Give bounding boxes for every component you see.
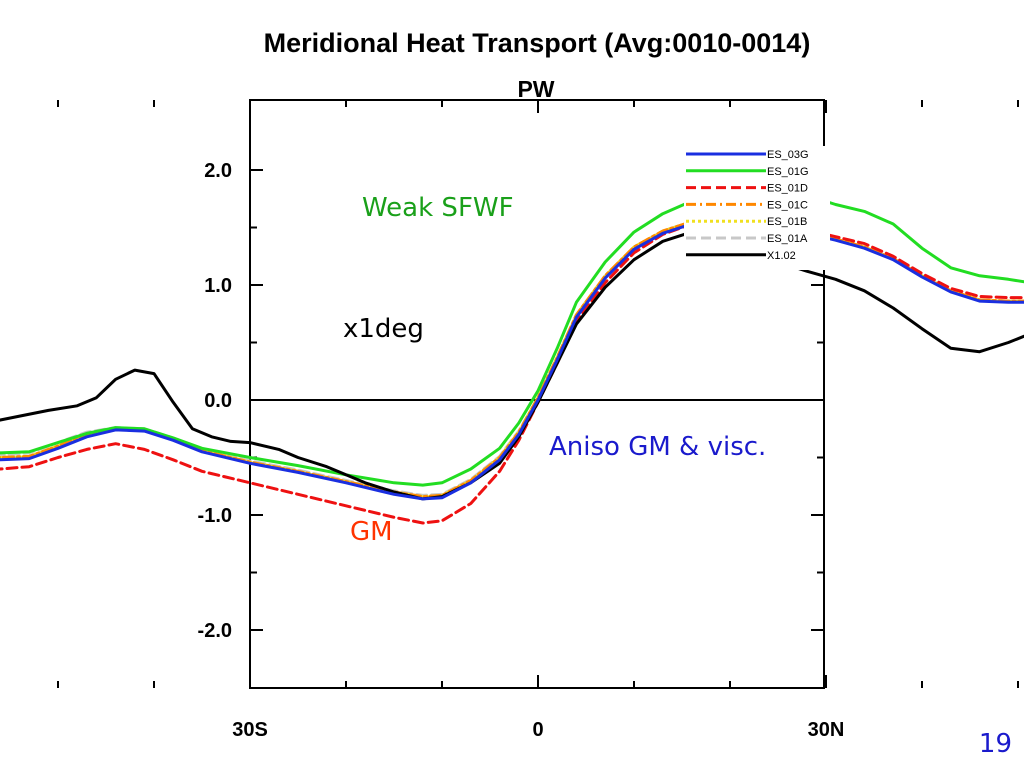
series-line-es-01g	[0, 183, 1024, 487]
annotation-aniso-gm-visc: Aniso GM & visc.	[549, 432, 766, 462]
series-line-x1-02	[0, 230, 1024, 501]
chart-title: Meridional Heat Transport (Avg:0010-0014…	[264, 28, 811, 58]
legend-label-es-01g: ES_01G	[767, 166, 809, 178]
x-tick-label: 30S	[232, 719, 268, 741]
annotation-weak-sfwf: Weak SFWF	[362, 193, 514, 223]
legend-label-es-01c: ES_01C	[767, 199, 808, 211]
y-tick-label: 0.0	[204, 390, 232, 412]
x-tick-label: 30N	[808, 719, 845, 741]
annotation-gm: GM	[350, 517, 393, 547]
series-lines	[0, 183, 1024, 525]
page-number: 19	[979, 729, 1012, 759]
legend-label-es-03g: ES_03G	[767, 149, 809, 161]
legend-label-es-01d: ES_01D	[767, 183, 808, 195]
legend-box	[684, 146, 830, 270]
x-ticks: 90S60S30S030N60N90N	[57, 100, 1019, 741]
legend-label-es-01a: ES_01A	[767, 233, 808, 245]
x-tick-label: 0	[532, 719, 543, 741]
y-ticks: 2.0 1.0 0.0 -1.0 -2.0	[198, 160, 824, 642]
annotation-x1deg: x1deg	[343, 314, 424, 344]
legend: ES_03G ES_01G ES_01D ES_01C ES_01B ES_01A X1.0…	[684, 146, 830, 270]
series-line-es-01b	[0, 214, 1024, 499]
legend-label-es-01b: ES_01B	[767, 216, 807, 228]
y-tick-label: 2.0	[204, 160, 232, 182]
y-tick-label: -1.0	[198, 505, 232, 527]
legend-items: ES_03G ES_01G ES_01D ES_01C ES_01B ES_01A X1.0…	[686, 149, 809, 262]
legend-label-x1-02: X1.02	[767, 250, 796, 262]
series-line-es-01c	[0, 214, 1024, 499]
y-tick-label: 1.0	[204, 275, 232, 297]
plot-area: 90S60S30S030N60N90N 2.01.00.0-1.0-2.0	[0, 99, 1024, 741]
series-line-es-01d	[0, 214, 1024, 525]
series-line-es-03g	[0, 216, 1024, 501]
annotations: Weak SFWF x1deg Aniso GM & visc. GM	[343, 193, 766, 547]
y-axis-unit-label: PW	[517, 76, 554, 102]
y-tick-label: -2.0	[198, 620, 232, 642]
